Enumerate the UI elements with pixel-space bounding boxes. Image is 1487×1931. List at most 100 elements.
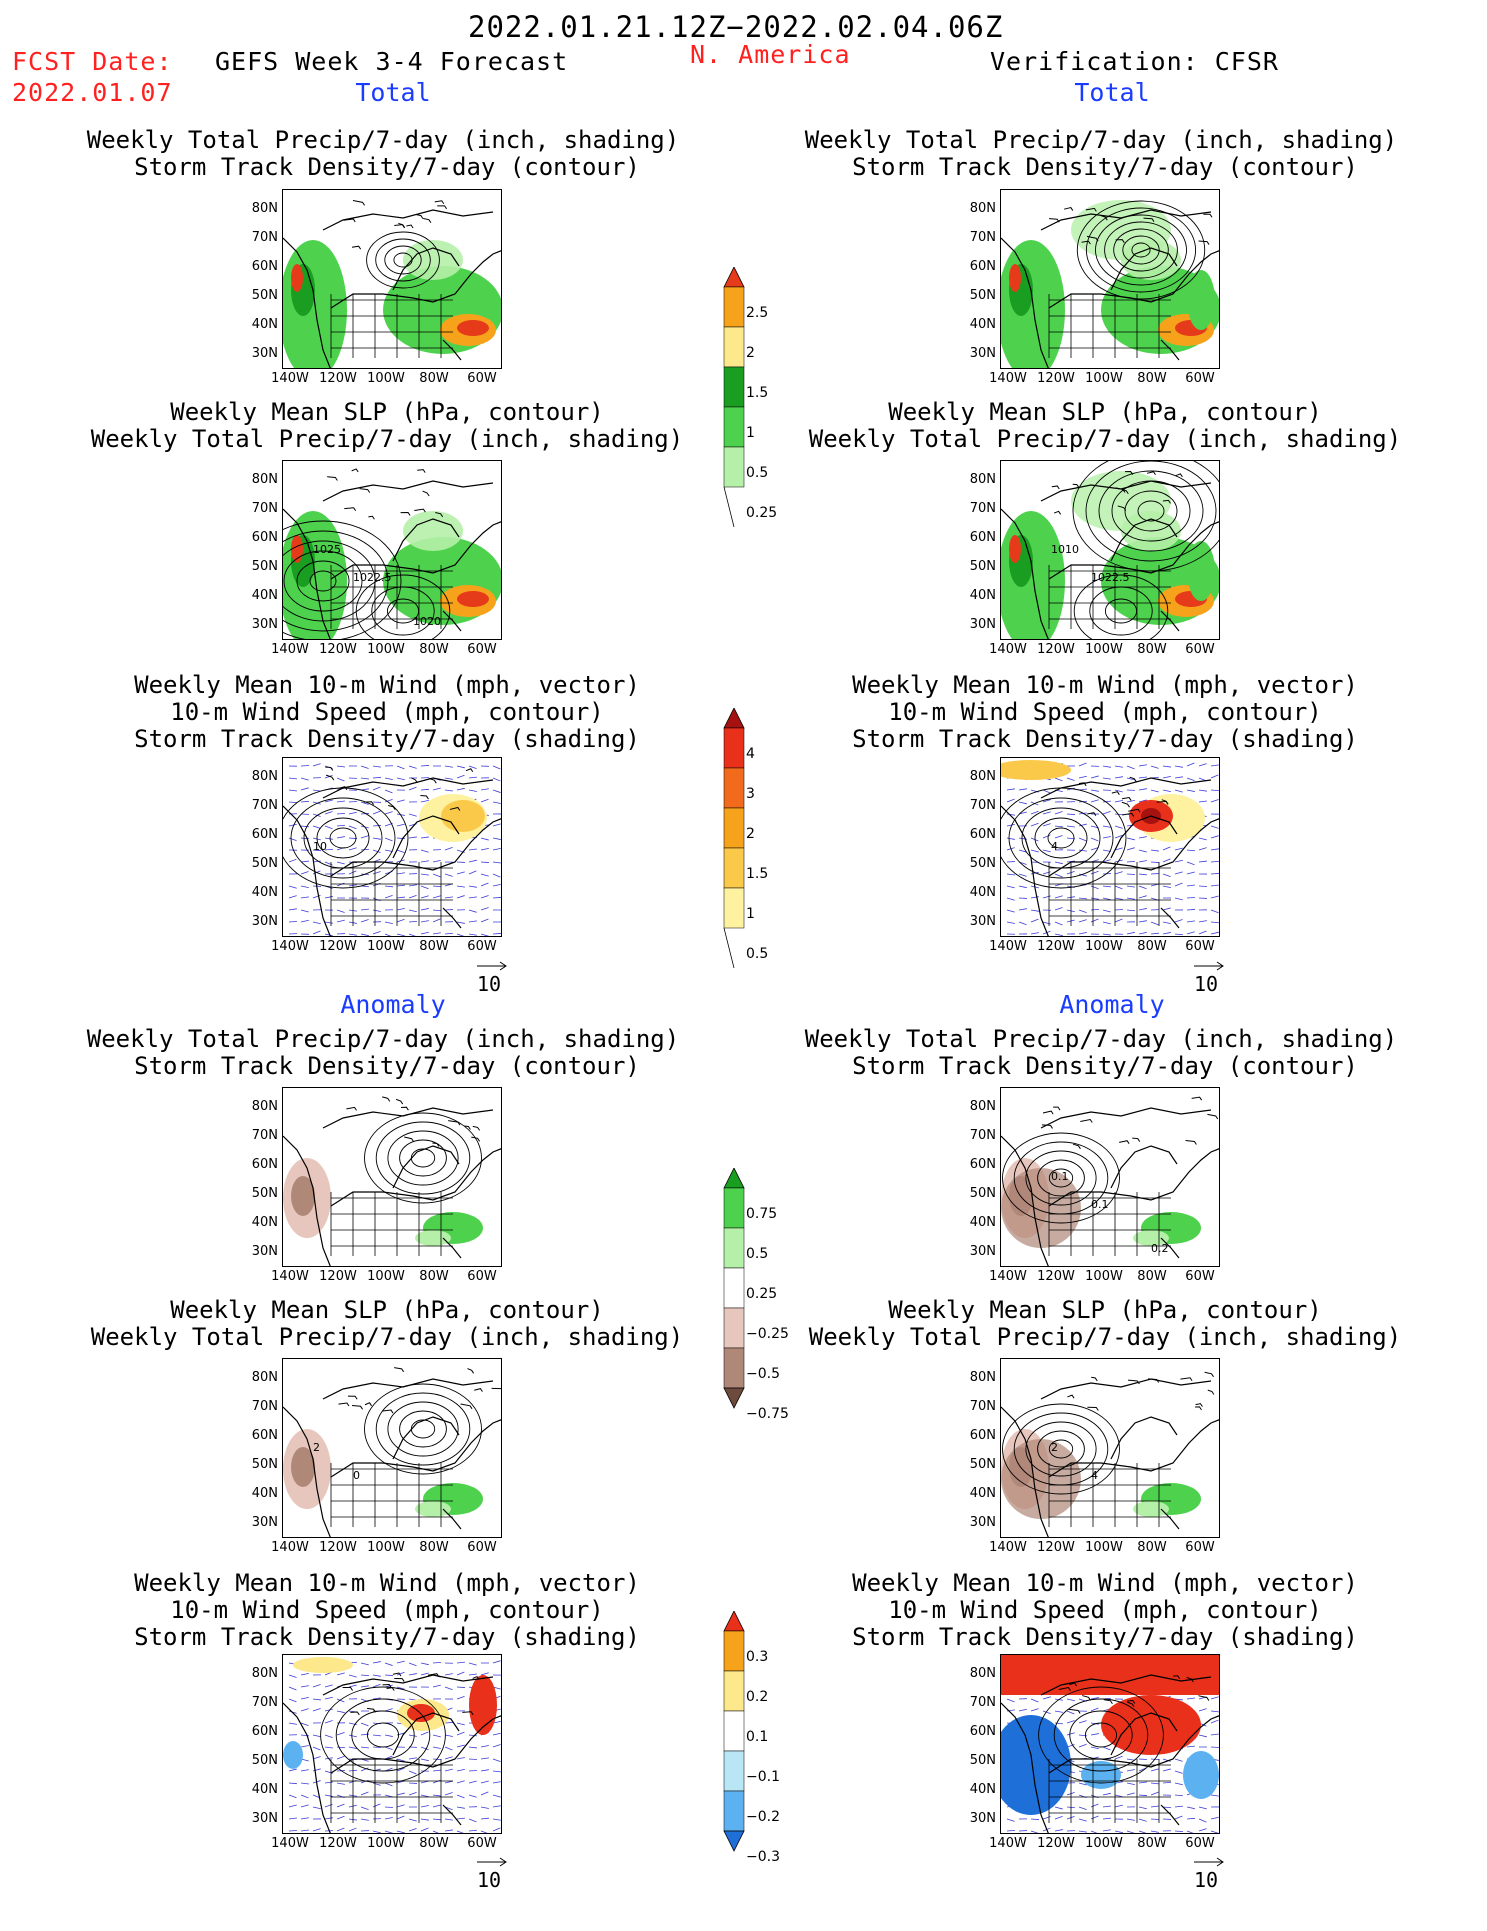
lon-label-120W: 120W [1034,1540,1078,1555]
storm-shade-core [441,800,485,832]
colorbar-label-precip_anom-3: 0.25 [746,1286,777,1302]
precip-east-coast [1187,270,1215,330]
lat-label-60N: 60N [962,530,996,545]
lon-label-80W: 80W [1130,371,1174,386]
colorbar-seg-5 [724,1348,744,1388]
lat-label-40N: 40N [962,317,996,332]
colorbar-label-precip_total-4: 1 [746,425,755,441]
contour-label-1: 1025 [313,543,341,556]
colorbar-seg-3 [724,1711,744,1751]
anom-wet-south [415,1230,451,1246]
contour-label-2: 1022.5 [1091,571,1130,584]
anom-contours [365,1113,482,1203]
anom-storm-neg [283,1741,303,1769]
arctic-islands [346,1097,479,1147]
lat-label-80N: 80N [244,1099,278,1114]
lon-label-140W: 140W [986,642,1030,657]
colorbar-label-storm_anom-1: 0.3 [746,1649,768,1665]
lat-label-70N: 70N [244,798,278,813]
lat-label-80N: 80N [962,201,996,216]
panel-title-left-row3-line3: Storm Track Density/7-day (shading) [67,726,707,753]
lat-label-70N: 70N [962,1399,996,1414]
colorbar-label-storm_anom-2: 0.2 [746,1689,768,1705]
panel-title-left-row6-line3: Storm Track Density/7-day (shading) [67,1624,707,1651]
lon-label-60W: 60W [460,642,504,657]
contour-label-1: 2 [313,1441,320,1454]
lon-label-100W: 100W [364,371,408,386]
anom-dry-broad [1001,1168,1081,1248]
lon-label-100W: 100W [364,642,408,657]
contour-label-2: 1022.5 [353,571,392,584]
lat-label-80N: 80N [244,472,278,487]
colorbar-label-precip_total-2: 2 [746,345,755,361]
lat-label-40N: 40N [244,317,278,332]
lon-label-120W: 120W [316,939,360,954]
lon-label-120W: 120W [1034,371,1078,386]
colorbar-top-arrow [724,267,744,287]
colorbar-top-arrow [724,1168,744,1188]
arctic-islands [327,469,442,519]
lat-label-80N: 80N [962,769,996,784]
contour-label-1: 4 [1051,840,1058,853]
lat-label-60N: 60N [962,1157,996,1172]
lon-label-80W: 80W [412,1836,456,1851]
map-left-row1 [282,189,502,369]
lon-label-60W: 60W [1178,642,1222,657]
lat-label-50N: 50N [962,1457,996,1472]
lon-label-120W: 120W [316,1836,360,1851]
lon-label-140W: 140W [268,642,312,657]
lat-label-30N: 30N [244,1244,278,1259]
colorbar-label-storm_anom-6: −0.3 [746,1849,780,1865]
arctic-islands [1067,1372,1213,1410]
lat-label-30N: 30N [244,617,278,632]
lon-label-60W: 60W [460,1836,504,1851]
lat-label-30N: 30N [244,346,278,361]
lat-label-50N: 50N [244,1186,278,1201]
colorbar-label-storm_anom-3: 0.1 [746,1729,768,1745]
lon-label-60W: 60W [460,1540,504,1555]
contour-label-1: 1010 [1051,543,1079,556]
lat-label-60N: 60N [244,1157,278,1172]
panel-title-left-row5-line2: Weekly Total Precip/7-day (inch, shading… [67,1324,707,1351]
map-left-row2: 1025 1022.5 1020 [282,460,502,640]
colorbar-label-precip_total-5: 0.5 [746,465,768,481]
lon-label-60W: 60W [1178,1269,1222,1284]
lon-label-120W: 120W [316,371,360,386]
contour-label-3: 1020 [413,615,441,628]
colorbar-seg-3 [724,367,744,407]
panel-title-left-row5-line1: Weekly Mean SLP (hPa, contour) [67,1297,707,1324]
lon-label-100W: 100W [364,1836,408,1851]
section-total-left: Total [243,78,543,107]
lat-label-60N: 60N [962,827,996,842]
lat-label-60N: 60N [244,530,278,545]
contour-label-1: 0.1 [1051,1170,1069,1183]
lon-label-100W: 100W [364,939,408,954]
colorbar-seg-4 [724,848,744,888]
wind-vectors [289,1661,501,1834]
panel-title-left-row4-line1: Weekly Total Precip/7-day (inch, shading… [63,1026,703,1053]
colorbar-label-precip_total-3: 1.5 [746,385,768,401]
arctic-islands [338,1368,502,1413]
lat-label-50N: 50N [962,559,996,574]
colorbar-seg-3 [724,808,744,848]
colorbar-label-precip_anom-5: −0.5 [746,1366,780,1382]
precip-max-pnw [1009,264,1021,292]
lon-label-80W: 80W [412,939,456,954]
lon-label-140W: 140W [986,1540,1030,1555]
lat-label-60N: 60N [962,259,996,274]
lon-label-100W: 100W [1082,371,1126,386]
map-left-row3: 10 [282,757,502,937]
vector-ref-arrow-2 [1192,960,1228,972]
colorbar-seg-5 [724,447,744,487]
anom-contours [365,1384,482,1474]
map-right-row1 [1000,189,1220,369]
colorbar-seg-4 [724,1308,744,1348]
panel-title-left-row6-line1: Weekly Mean 10-m Wind (mph, vector) [67,1570,707,1597]
colorbar-seg-2 [724,1671,744,1711]
lat-label-40N: 40N [244,588,278,603]
lat-label-40N: 40N [962,1486,996,1501]
lon-label-120W: 120W [1034,939,1078,954]
map-right-row6 [1000,1654,1220,1834]
panel-title-right-row3-line2: 10-m Wind Speed (mph, contour) [785,699,1425,726]
